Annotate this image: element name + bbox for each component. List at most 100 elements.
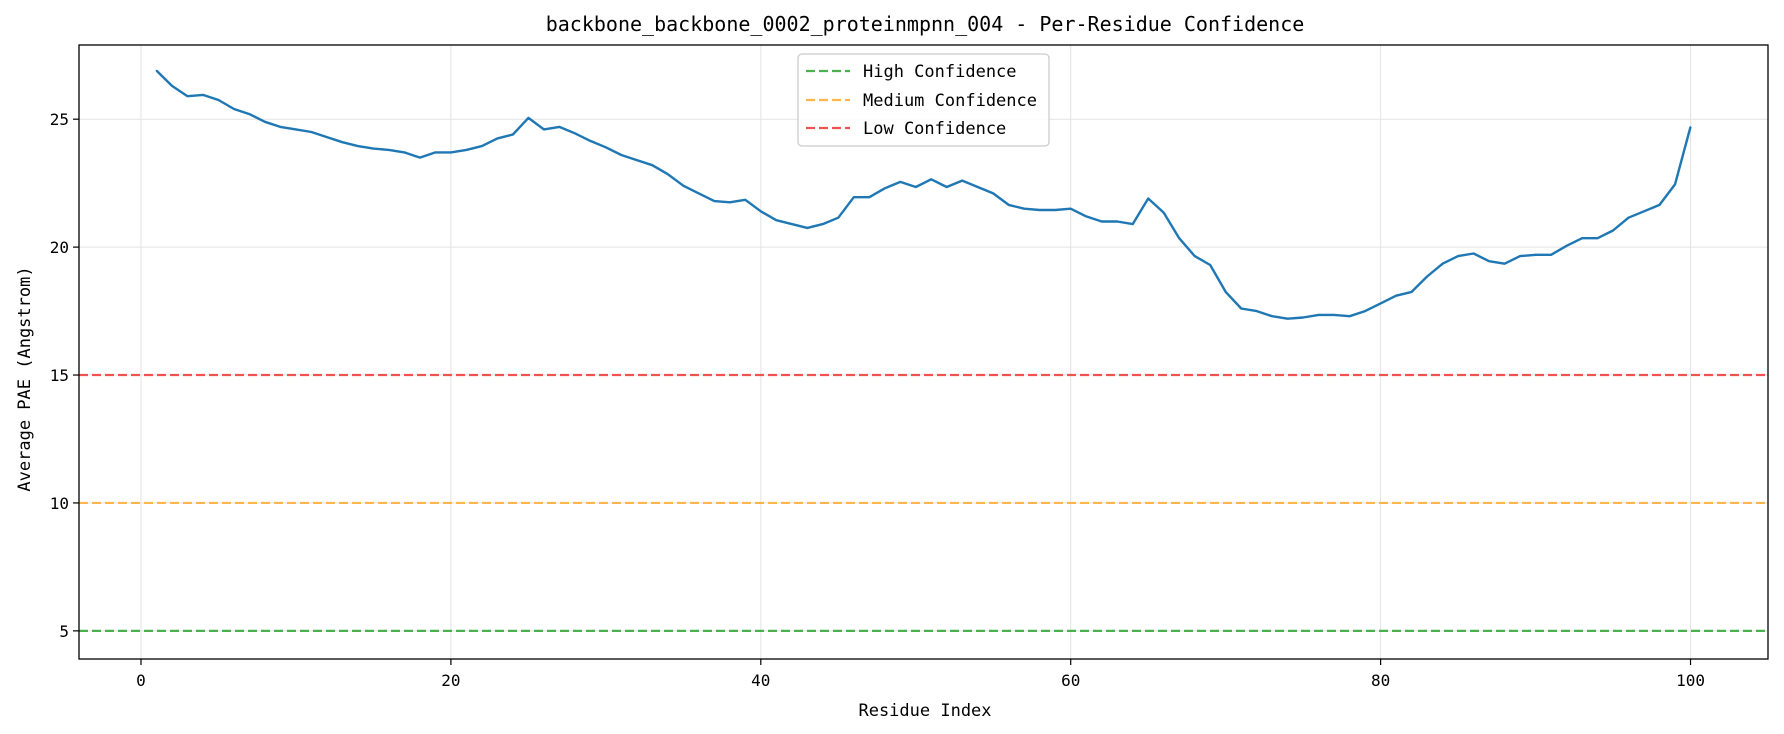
data-point	[481, 145, 483, 147]
x-tick-label: 0	[136, 671, 146, 690]
legend: High Confidence Medium Confidence Low Co…	[797, 53, 1050, 147]
y-tick-label: 20	[50, 238, 69, 257]
data-point	[403, 151, 406, 154]
data-point	[605, 146, 607, 149]
legend-item-low: Low Confidence	[806, 119, 1006, 139]
data-point	[295, 128, 297, 131]
data-point	[264, 120, 266, 123]
data-point	[1565, 245, 1568, 247]
data-point	[806, 227, 809, 229]
y-tick-label: 25	[50, 110, 69, 129]
reference-lines	[79, 373, 1768, 632]
data-point	[465, 149, 468, 151]
data-point	[279, 126, 282, 128]
legend-item-medium: Medium Confidence	[806, 91, 1037, 111]
data-point	[1426, 275, 1428, 278]
data-point	[450, 151, 452, 154]
legend-item-high: High Confidence	[806, 62, 1017, 82]
data-point	[1596, 237, 1599, 239]
data-point	[1534, 253, 1537, 256]
data-point	[496, 137, 499, 140]
data-point	[852, 196, 855, 199]
data-point	[1302, 316, 1304, 319]
data-point	[1689, 126, 1692, 128]
data-point	[759, 210, 762, 213]
legend-label-high: High Confidence	[863, 62, 1017, 82]
x-tick-label: 60	[1061, 671, 1080, 690]
data-point	[1348, 315, 1351, 317]
data-point	[1116, 220, 1118, 223]
data-point	[372, 147, 375, 150]
data-point	[1364, 310, 1366, 312]
data-point	[698, 192, 700, 195]
data-point	[1550, 253, 1552, 256]
data-point	[1472, 252, 1475, 255]
legend-label-medium: Medium Confidence	[863, 91, 1037, 111]
data-point	[945, 186, 948, 188]
series-layer	[155, 69, 1692, 320]
data-point	[357, 145, 359, 147]
data-point	[1193, 255, 1196, 257]
data-point	[1085, 215, 1088, 218]
data-point	[202, 94, 204, 96]
x-tick-label: 20	[441, 671, 460, 690]
data-point	[821, 223, 824, 225]
data-point	[1209, 264, 1211, 266]
data-point	[1395, 294, 1397, 297]
data-point	[744, 198, 747, 201]
data-point	[1643, 210, 1645, 213]
data-point	[155, 69, 158, 72]
data-point	[713, 200, 716, 202]
data-point	[976, 186, 979, 188]
data-point	[682, 184, 685, 187]
data-point	[512, 133, 514, 136]
data-point	[574, 132, 576, 135]
x-tick-label: 100	[1676, 671, 1705, 690]
legend-box	[797, 53, 1050, 147]
data-point	[434, 151, 437, 154]
data-point	[388, 149, 390, 151]
data-point	[636, 159, 638, 161]
data-point	[1333, 314, 1335, 316]
data-point	[186, 95, 189, 97]
data-point	[914, 186, 917, 188]
data-point	[1627, 216, 1630, 219]
y-tick-label: 5	[59, 622, 69, 641]
data-point	[310, 131, 313, 133]
data-point	[543, 128, 545, 131]
data-point	[1147, 197, 1149, 200]
data-point	[341, 141, 344, 144]
data-point	[930, 178, 933, 181]
data-point	[1488, 260, 1490, 262]
data-point	[171, 85, 173, 87]
data-point	[837, 216, 840, 219]
y-tick-label: 15	[50, 366, 69, 385]
chart-title: backbone_backbone_0002_proteinmpnn_004 -…	[546, 12, 1305, 36]
data-point	[1379, 302, 1382, 305]
data-point	[1100, 220, 1103, 223]
data-point	[1131, 223, 1134, 225]
data-point	[419, 156, 421, 159]
data-point	[1162, 211, 1165, 214]
y-tick-label: 10	[50, 494, 69, 513]
x-axis: 0 20 40 60 80 100	[136, 659, 1705, 690]
data-point	[1054, 209, 1057, 211]
data-point	[1286, 317, 1289, 320]
x-tick-label: 40	[751, 671, 770, 690]
x-tick-label: 80	[1371, 671, 1390, 690]
x-axis-label: Residue Index	[858, 701, 991, 721]
data-point	[1255, 310, 1258, 312]
data-point	[961, 179, 964, 182]
series-line	[155, 69, 1692, 320]
data-point	[790, 223, 793, 225]
data-point	[326, 136, 328, 138]
data-point	[1612, 229, 1614, 232]
data-point	[1503, 262, 1506, 265]
data-point	[1224, 291, 1227, 293]
y-axis-label: Average PAE (Angstrom)	[15, 266, 35, 491]
data-point	[1441, 262, 1444, 265]
data-point	[651, 164, 654, 167]
data-point	[883, 187, 886, 190]
data-point	[1674, 183, 1676, 186]
data-point	[558, 126, 561, 128]
